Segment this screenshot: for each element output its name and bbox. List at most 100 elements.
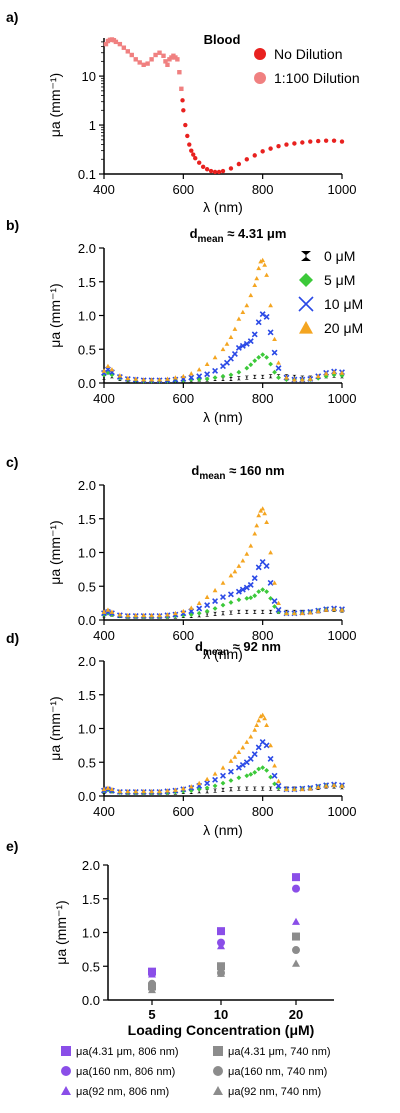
panel-b-point (204, 361, 210, 367)
panel-c-point (228, 600, 234, 605)
panel-b-point (212, 375, 218, 380)
panel-a-point (149, 57, 154, 62)
panel-b-ytick-label: 0.5 (78, 342, 96, 357)
panel-c-point (331, 606, 337, 612)
panel-c-point (339, 607, 345, 612)
panel-c-point (262, 510, 268, 516)
panel-e-legend-label: μa(92 nm, 740 nm) (228, 1086, 321, 1098)
panel-d-point (262, 715, 268, 721)
panel-c-point (213, 611, 218, 616)
panel-d-point (133, 788, 139, 794)
panel-b-point (227, 355, 234, 362)
panel-a-ytick-label: 0.1 (78, 167, 96, 182)
panel-b-point (204, 376, 210, 382)
panel-c-point (212, 587, 218, 593)
panel-a-point (276, 143, 281, 149)
panel-e-ytick-label: 1.0 (82, 926, 100, 941)
panel-d-point (109, 786, 115, 792)
panel-e-legend-marker (213, 1066, 223, 1076)
panel-d-point (232, 754, 238, 759)
panel-b-point (101, 368, 107, 373)
panel-a-title: Blood (204, 32, 241, 47)
panel-b-point (254, 275, 260, 281)
panel-b-point (299, 377, 305, 382)
panel-c-xlabel: λ (nm) (203, 646, 243, 662)
panel-a-point (145, 61, 150, 66)
panel-b-title: dmean ≈ 4.31 μm (190, 226, 287, 245)
panel-b-point (239, 342, 246, 349)
panel-b-legend-label: 20 μM (324, 320, 363, 336)
panel-b-point (157, 377, 162, 382)
panel-b-point (212, 354, 218, 360)
panel-b-ylabel: μa (mm⁻¹) (47, 283, 63, 347)
panel-c-point (196, 600, 202, 606)
panel-c-point (276, 609, 281, 615)
panel-b-point (292, 377, 297, 382)
panel-b-point (228, 372, 234, 378)
panel-d-point (271, 772, 278, 779)
panel-c-point (264, 519, 270, 525)
panel-b-legend-label: 5 μM (324, 272, 355, 288)
panel-d-point (165, 788, 170, 793)
panel-d-point (315, 784, 321, 790)
panel-c-point (212, 606, 218, 611)
panel-b-point (255, 319, 262, 326)
panel-c-point (180, 610, 187, 617)
panel-b-point (228, 334, 234, 340)
panel-b-point (224, 359, 230, 366)
panel-b-point (252, 358, 258, 364)
panel-c-point (244, 609, 249, 614)
panel-d-point (188, 784, 194, 789)
panel-b-point (323, 371, 329, 376)
panel-a-legend-label: No Dilution (274, 46, 342, 62)
panel-a-legend-marker (254, 72, 266, 84)
panel-c-point (259, 558, 266, 565)
panel-d-title: dmean ≈ 92 nm (195, 639, 281, 658)
panel-a-xtick-label: 1000 (328, 182, 357, 197)
panel-a-point (212, 169, 218, 175)
panel-e-ylabel: μa (mm⁻¹) (53, 900, 69, 964)
panel-c-point (236, 609, 241, 614)
panel-c-point (267, 579, 274, 586)
panel-b-point (165, 376, 170, 381)
panel-c-point (284, 610, 289, 616)
panel-b-ytick-label: 1.5 (78, 275, 96, 290)
panel-c-point (263, 563, 270, 569)
panel-a-xlabel: λ (nm) (203, 199, 243, 215)
panel-c-point (255, 564, 262, 571)
panel-b-point (268, 361, 273, 367)
panel-d-point (228, 787, 233, 792)
panel-c-point (268, 596, 273, 601)
panel-b-point (307, 376, 313, 381)
panel-c-point (251, 575, 258, 582)
panel-b-ylabel-text: μa (mm⁻¹) (47, 283, 63, 347)
panel-a-point (284, 142, 289, 147)
panel-c-xtick-label: 600 (172, 628, 194, 643)
panel-e-legend-marker (61, 1086, 71, 1095)
panel-c-point (133, 612, 139, 618)
panel-e-point (292, 932, 300, 941)
panel-d-ytick-label: 1.5 (78, 688, 96, 703)
panel-c-point (264, 589, 270, 595)
panel-b-point (180, 373, 186, 379)
panel-b-point (196, 367, 202, 372)
panel-b-point (263, 313, 270, 320)
panel-d-point (268, 786, 273, 791)
panel-d-point (173, 787, 178, 792)
panel-a-point (220, 168, 226, 174)
panel-b-xtick-label: 400 (93, 391, 115, 406)
panel-e-point (292, 917, 300, 925)
panel-d-point (221, 787, 225, 792)
panel-c-point (212, 598, 219, 605)
panel-a-point (157, 50, 162, 55)
panel-c-point (236, 597, 242, 603)
panel-e-legend-marker (213, 1086, 223, 1095)
panel-e-legend-marker (61, 1066, 71, 1076)
panel-c-point (260, 587, 266, 593)
panel-c-point (228, 573, 234, 578)
panel-b-point (260, 257, 266, 263)
panel-b-point (141, 377, 147, 382)
panel-d-xtick-label: 800 (252, 804, 274, 819)
panel-b-point (188, 371, 194, 376)
panel-a-legend-marker (254, 48, 266, 60)
